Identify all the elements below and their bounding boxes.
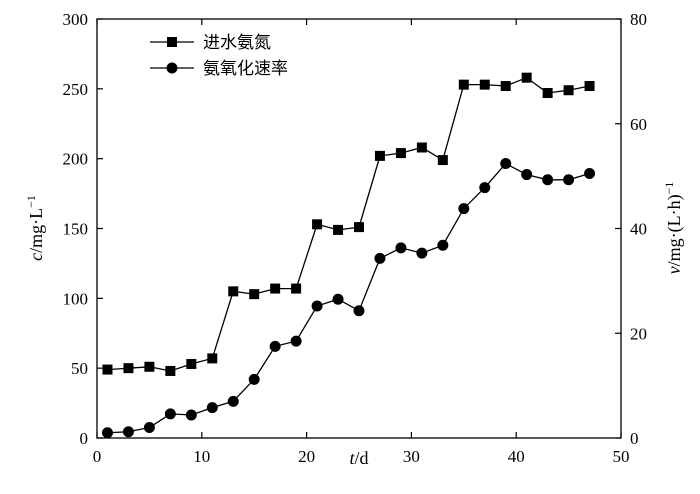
data-point-square	[416, 142, 427, 153]
data-point-square	[354, 222, 364, 233]
data-point-square	[102, 364, 113, 375]
data-point-circle	[437, 239, 449, 251]
legend-label-series-1: 进水氨氮	[203, 33, 271, 53]
data-point-circle	[542, 174, 554, 186]
data-point-square	[249, 289, 260, 300]
data-point-circle	[374, 252, 386, 264]
data-point-square	[521, 72, 532, 83]
series-line-2	[107, 162, 590, 434]
x-tick-label: 0	[93, 447, 102, 466]
legend-label-series-2: 氨氧化速率	[203, 59, 288, 79]
y-right-tick-label: 20	[630, 324, 647, 343]
data-point-circle	[227, 395, 239, 407]
data-point-square	[542, 88, 553, 99]
y-left-tick-label: 100	[63, 289, 89, 308]
data-point-circle	[395, 242, 407, 254]
x-tick-label: 10	[193, 447, 210, 466]
data-point-square	[228, 286, 239, 297]
data-point-square	[563, 85, 574, 96]
data-point-square	[333, 224, 344, 235]
data-point-square	[123, 363, 134, 374]
data-point-square	[479, 79, 490, 90]
y-axis-right-title: v/mg·(L·h)−1	[662, 182, 685, 275]
data-point-square	[395, 148, 406, 159]
data-point-square	[144, 361, 155, 372]
data-point-circle	[122, 426, 134, 438]
data-point-circle	[269, 340, 281, 352]
data-point-square	[458, 79, 469, 90]
data-point-square	[186, 358, 197, 369]
legend-marker-circle	[166, 62, 178, 74]
data-point-square	[500, 81, 511, 92]
data-point-circle	[164, 408, 176, 420]
data-point-circle	[458, 203, 470, 215]
data-point-square	[270, 283, 281, 294]
data-point-circle	[290, 335, 302, 347]
data-point-circle	[185, 409, 197, 421]
data-point-circle	[353, 305, 365, 317]
data-point-circle	[416, 247, 428, 259]
data-point-circle	[500, 158, 512, 170]
y-left-tick-label: 200	[63, 150, 89, 169]
series-lines	[107, 76, 590, 434]
y-right-tick-label: 40	[630, 220, 647, 239]
y-right-tick-label: 80	[630, 10, 647, 29]
data-point-circle	[206, 402, 218, 414]
series-line-1	[107, 76, 590, 372]
data-point-circle	[479, 182, 491, 194]
data-point-square	[312, 219, 323, 230]
x-tick-label: 50	[613, 447, 630, 466]
data-point-circle	[101, 427, 113, 439]
legend-marker-square	[167, 37, 177, 47]
legend: 进水氨氮 氨氧化速率	[150, 33, 288, 79]
y-left-tick-label: 300	[63, 10, 89, 29]
data-point-square	[374, 150, 385, 161]
data-point-square	[437, 155, 448, 166]
y-axis-left-title: c/mg·L−1	[24, 195, 46, 261]
data-point-square	[584, 81, 595, 92]
data-point-circle	[332, 293, 344, 305]
data-point-circle	[311, 300, 323, 312]
data-point-circle	[248, 373, 260, 385]
x-tick-label: 40	[508, 447, 525, 466]
x-axis-title: t/d	[349, 448, 368, 468]
data-point-square	[165, 365, 176, 376]
y-left-tick-label: 150	[63, 220, 89, 239]
data-point-circle	[584, 168, 596, 180]
x-tick-label: 30	[403, 447, 420, 466]
y-left-tick-label: 0	[80, 429, 89, 448]
y-right-tick-label: 60	[630, 115, 647, 134]
data-point-square	[291, 283, 302, 294]
data-point-circle	[143, 422, 155, 434]
x-tick-label: 20	[298, 447, 315, 466]
y-right-tick-label: 0	[630, 429, 639, 448]
data-point-square	[207, 353, 218, 364]
data-point-circle	[521, 169, 533, 181]
y-left-tick-label: 50	[71, 359, 88, 378]
series-markers	[101, 72, 596, 439]
y-left-tick-label: 250	[63, 80, 89, 99]
data-point-circle	[563, 174, 575, 186]
